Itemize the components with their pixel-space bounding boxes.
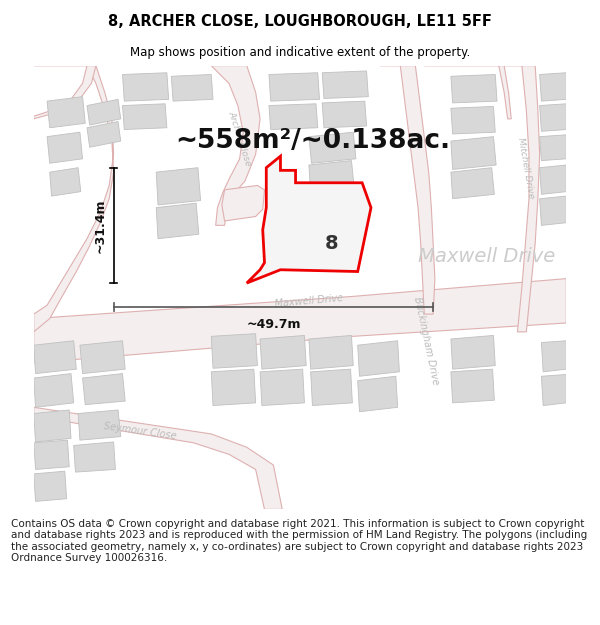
Polygon shape — [539, 135, 566, 161]
Polygon shape — [309, 132, 356, 163]
Polygon shape — [122, 104, 167, 129]
Text: ~49.7m: ~49.7m — [246, 318, 301, 331]
Polygon shape — [83, 374, 125, 404]
Text: ~558m²/~0.138ac.: ~558m²/~0.138ac. — [176, 128, 451, 154]
Polygon shape — [451, 137, 496, 169]
Polygon shape — [541, 341, 566, 372]
Polygon shape — [322, 71, 368, 99]
Polygon shape — [34, 341, 76, 374]
Polygon shape — [47, 132, 83, 163]
Polygon shape — [172, 74, 213, 101]
Text: Seymour Close: Seymour Close — [103, 421, 177, 441]
Text: Maxwell Drive: Maxwell Drive — [418, 247, 555, 266]
Polygon shape — [358, 341, 400, 376]
Polygon shape — [424, 66, 511, 119]
Polygon shape — [539, 72, 566, 101]
Polygon shape — [74, 442, 115, 472]
Polygon shape — [34, 66, 113, 332]
Polygon shape — [358, 376, 398, 412]
Text: 8: 8 — [324, 234, 338, 253]
Text: Mitchell Drive: Mitchell Drive — [517, 136, 536, 199]
Polygon shape — [50, 168, 81, 196]
Polygon shape — [247, 156, 371, 283]
Polygon shape — [87, 121, 121, 148]
Text: Maxwell Drive: Maxwell Drive — [274, 293, 344, 309]
Polygon shape — [222, 186, 265, 221]
Polygon shape — [309, 190, 353, 221]
Polygon shape — [34, 374, 74, 408]
Polygon shape — [539, 165, 566, 194]
Polygon shape — [34, 408, 282, 509]
Polygon shape — [451, 74, 497, 103]
Polygon shape — [309, 161, 354, 192]
Polygon shape — [122, 72, 169, 101]
Polygon shape — [80, 341, 125, 374]
Polygon shape — [269, 72, 320, 101]
Polygon shape — [451, 168, 494, 199]
Polygon shape — [260, 336, 306, 369]
Polygon shape — [34, 440, 69, 469]
Polygon shape — [34, 410, 71, 442]
Text: Archer Close: Archer Close — [227, 110, 253, 167]
Text: Map shows position and indicative extent of the property.: Map shows position and indicative extent… — [130, 46, 470, 59]
Polygon shape — [34, 66, 96, 119]
Polygon shape — [380, 66, 435, 314]
Polygon shape — [47, 97, 85, 128]
Polygon shape — [156, 168, 200, 205]
Polygon shape — [34, 471, 67, 501]
Polygon shape — [78, 410, 121, 440]
Polygon shape — [211, 369, 256, 406]
Text: ~31.4m: ~31.4m — [94, 198, 107, 252]
Polygon shape — [34, 279, 566, 363]
Polygon shape — [539, 196, 566, 226]
Polygon shape — [541, 374, 566, 406]
Polygon shape — [156, 203, 199, 239]
Polygon shape — [311, 369, 352, 406]
Polygon shape — [451, 369, 494, 403]
Polygon shape — [87, 99, 121, 125]
Polygon shape — [211, 66, 260, 226]
Polygon shape — [309, 336, 353, 369]
Polygon shape — [269, 104, 318, 129]
Text: Contains OS data © Crown copyright and database right 2021. This information is : Contains OS data © Crown copyright and d… — [11, 519, 587, 563]
Polygon shape — [539, 104, 566, 131]
Polygon shape — [504, 66, 539, 332]
Polygon shape — [322, 101, 367, 127]
Polygon shape — [260, 369, 304, 406]
Text: Buckingham Drive: Buckingham Drive — [412, 296, 440, 386]
Text: 8, ARCHER CLOSE, LOUGHBOROUGH, LE11 5FF: 8, ARCHER CLOSE, LOUGHBOROUGH, LE11 5FF — [108, 14, 492, 29]
Polygon shape — [451, 336, 495, 369]
Polygon shape — [211, 334, 257, 368]
Polygon shape — [451, 106, 495, 134]
